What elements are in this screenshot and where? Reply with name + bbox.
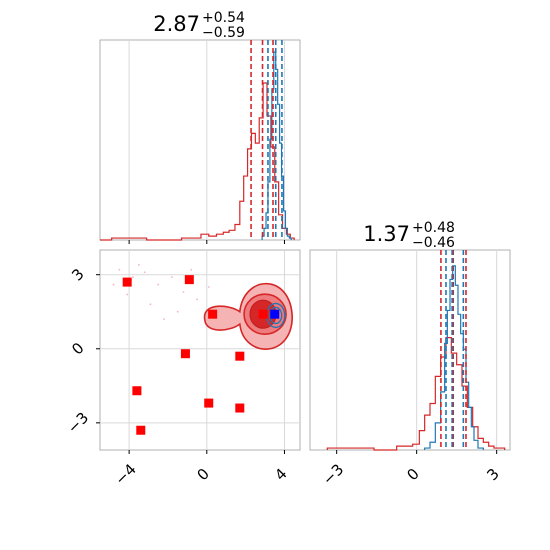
joint-blue-marker <box>270 309 280 319</box>
joint-sample-dot-13 <box>163 318 165 321</box>
joint-sample-dot-11 <box>207 286 210 288</box>
joint-red-marker-8 <box>136 425 146 435</box>
panel-2-grid <box>336 250 498 450</box>
panel-1-title-plus: +0.54 <box>202 10 245 26</box>
joint-red-marker-4 <box>235 351 245 361</box>
panel-marginal-1: 2.87 +0.54 −0.59 <box>99 10 301 244</box>
joint-sample-dot-8 <box>126 293 129 296</box>
joint-red-marker-5 <box>132 386 142 396</box>
joint-xtick-label-1: 0 <box>194 465 213 484</box>
panel-2-frame <box>309 249 511 451</box>
joint-sample-dot-7 <box>149 303 152 306</box>
joint-xtick-label-0: −4 <box>111 460 139 488</box>
joint-red-marker-7 <box>235 403 245 413</box>
panel-1-series-0-steps <box>100 82 295 241</box>
panel-1-quantile-lines <box>250 40 283 240</box>
panel-2-series-1-steps <box>424 265 484 450</box>
panel-2-xtick-label-1: 0 <box>403 465 422 484</box>
joint-sample-dot-0 <box>118 268 121 271</box>
joint-ytick-label-1: 0 <box>68 339 87 358</box>
panel-2-title-value: 1.37 <box>363 222 410 246</box>
joint-sample-dot-10 <box>176 310 179 313</box>
joint-sample-dot-1 <box>132 276 134 279</box>
panel-2-title-plus: +0.48 <box>412 220 455 236</box>
joint-sample-dot-3 <box>157 283 160 286</box>
joint-sample-dot-12 <box>190 268 193 271</box>
panel-1-title-value: 2.87 <box>153 12 200 36</box>
joint-sample-dot-2 <box>143 271 146 274</box>
joint-ytick-label-2: 3 <box>68 265 87 284</box>
panel-2-quantile-lines <box>440 250 467 450</box>
panel-1-frame <box>99 39 301 241</box>
panel-2-xtick-label-2: 3 <box>483 465 502 484</box>
panel-2-title-minus: −0.46 <box>412 235 455 251</box>
panel-2-ticks: −3 0 3 <box>319 450 503 489</box>
panel-joint-sample-dots <box>112 263 210 321</box>
panel-1-ticks <box>128 240 285 244</box>
panel-1-histograms <box>100 51 295 241</box>
joint-red-marker-9 <box>258 309 268 319</box>
joint-red-marker-2 <box>208 309 218 319</box>
joint-sample-dot-5 <box>182 291 185 293</box>
panel-2-xtick-label-0: −3 <box>319 460 347 488</box>
panel-1-grid <box>128 40 285 240</box>
panel-joint: −4 0 4 −3 0 3 <box>64 249 301 489</box>
panel-2-histograms <box>326 265 506 451</box>
panel-2-series-0-steps <box>326 336 506 451</box>
joint-ytick-label-0: −3 <box>64 409 92 437</box>
panel-joint-markers <box>122 275 280 435</box>
panel-1-title-minus: −0.59 <box>202 25 245 41</box>
joint-xtick-label-2: 4 <box>271 465 290 484</box>
panel-joint-frame <box>99 249 301 451</box>
panel-1-series-1-steps <box>261 51 292 240</box>
joint-sample-dot-14 <box>112 283 115 286</box>
panel-marginal-2: −3 0 3 1.37 +0.48 −0.46 <box>309 220 511 489</box>
joint-red-marker-3 <box>180 349 190 359</box>
joint-red-marker-1 <box>184 275 194 285</box>
joint-sample-dot-9 <box>137 263 140 266</box>
joint-sample-dot-6 <box>196 298 198 301</box>
joint-red-marker-0 <box>122 277 132 287</box>
joint-red-marker-6 <box>204 398 214 408</box>
joint-blue-contour-inner <box>269 306 283 325</box>
joint-sample-dot-4 <box>170 276 173 279</box>
